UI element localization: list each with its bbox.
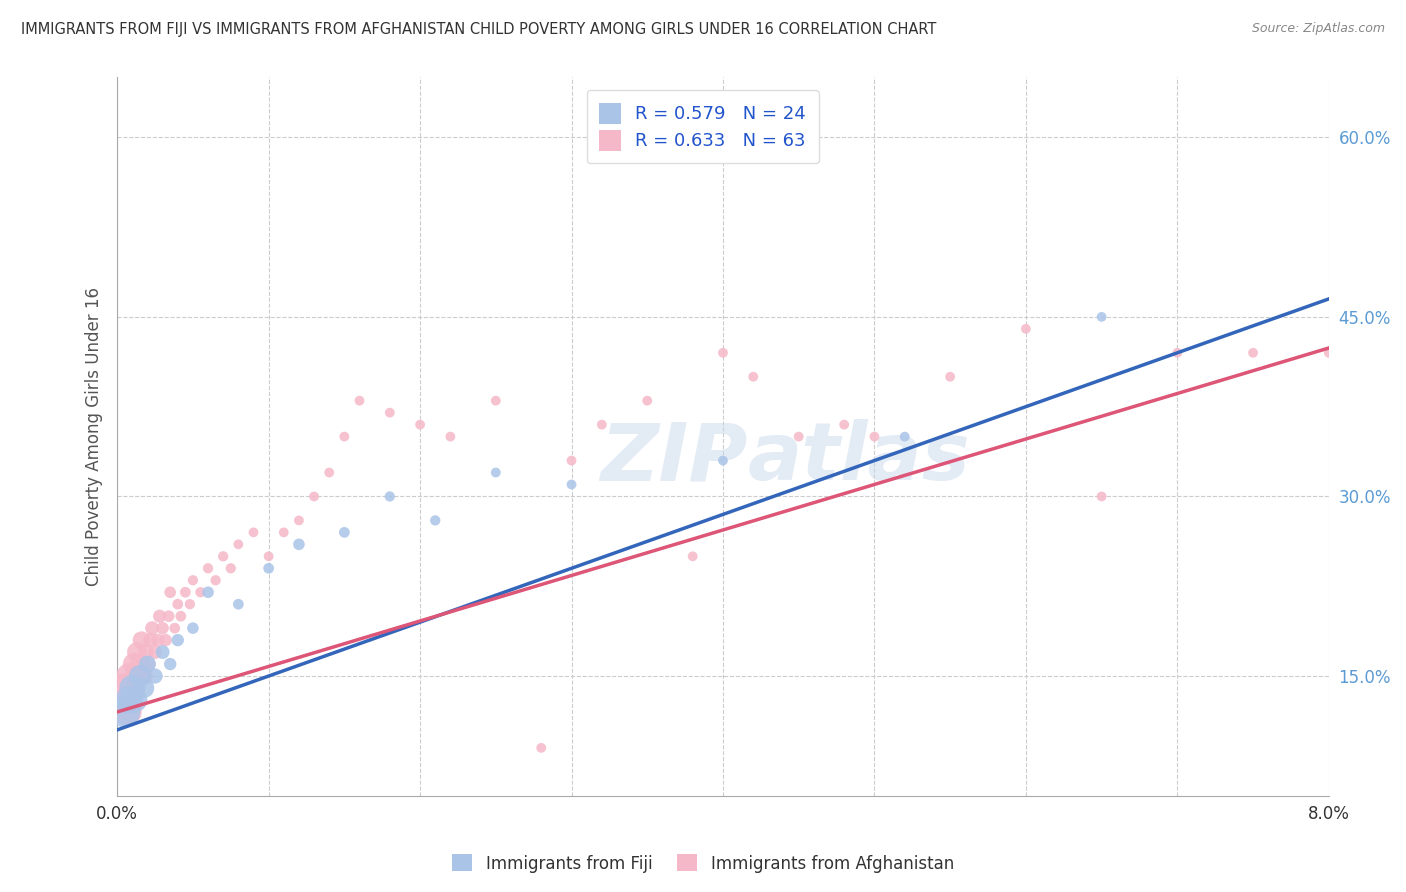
Y-axis label: Child Poverty Among Girls Under 16: Child Poverty Among Girls Under 16 bbox=[86, 287, 103, 586]
Point bbox=[832, 417, 855, 432]
Point bbox=[228, 537, 250, 551]
Point bbox=[530, 740, 553, 755]
Text: ZIP: ZIP bbox=[600, 419, 747, 497]
Point bbox=[159, 585, 181, 599]
Point bbox=[485, 393, 508, 408]
Point bbox=[163, 621, 186, 635]
Point bbox=[1241, 346, 1264, 360]
Point bbox=[1015, 322, 1038, 336]
Point bbox=[863, 429, 886, 443]
Point bbox=[120, 693, 142, 707]
Point bbox=[190, 585, 212, 599]
Text: atlas: atlas bbox=[747, 419, 970, 497]
Point bbox=[159, 657, 181, 671]
Point bbox=[333, 525, 356, 540]
Point bbox=[181, 621, 204, 635]
Point bbox=[228, 597, 250, 611]
Point bbox=[711, 346, 734, 360]
Point bbox=[134, 681, 156, 695]
Point bbox=[409, 417, 432, 432]
Point bbox=[378, 406, 401, 420]
Point bbox=[114, 705, 136, 719]
Point bbox=[118, 669, 141, 683]
Point bbox=[787, 429, 810, 443]
Point bbox=[1166, 346, 1188, 360]
Point bbox=[318, 466, 340, 480]
Point bbox=[124, 669, 146, 683]
Point bbox=[560, 453, 582, 467]
Point bbox=[157, 609, 180, 624]
Point bbox=[122, 657, 145, 671]
Point bbox=[174, 585, 197, 599]
Point bbox=[170, 609, 193, 624]
Point bbox=[111, 693, 134, 707]
Point bbox=[1091, 310, 1114, 324]
Point bbox=[197, 585, 219, 599]
Point bbox=[560, 477, 582, 491]
Point bbox=[166, 597, 188, 611]
Point bbox=[141, 621, 163, 635]
Point bbox=[439, 429, 461, 443]
Point bbox=[212, 549, 235, 564]
Point bbox=[711, 453, 734, 467]
Point bbox=[333, 429, 356, 443]
Point bbox=[939, 369, 962, 384]
Point bbox=[591, 417, 613, 432]
Point bbox=[124, 693, 146, 707]
Point bbox=[131, 633, 153, 648]
Point bbox=[136, 657, 159, 671]
Point bbox=[135, 645, 157, 659]
Point bbox=[143, 669, 166, 683]
Point bbox=[425, 513, 447, 527]
Point bbox=[129, 669, 152, 683]
Point bbox=[378, 490, 401, 504]
Point bbox=[155, 633, 177, 648]
Point bbox=[204, 574, 226, 588]
Point bbox=[682, 549, 704, 564]
Point bbox=[129, 657, 152, 671]
Point bbox=[146, 633, 169, 648]
Point bbox=[257, 561, 280, 575]
Text: IMMIGRANTS FROM FIJI VS IMMIGRANTS FROM AFGHANISTAN CHILD POVERTY AMONG GIRLS UN: IMMIGRANTS FROM FIJI VS IMMIGRANTS FROM … bbox=[21, 22, 936, 37]
Point bbox=[288, 537, 311, 551]
Point bbox=[1317, 346, 1340, 360]
Point bbox=[121, 681, 143, 695]
Point bbox=[302, 490, 325, 504]
Point bbox=[485, 466, 508, 480]
Point bbox=[349, 393, 371, 408]
Point bbox=[121, 681, 143, 695]
Point bbox=[273, 525, 295, 540]
Point bbox=[136, 657, 159, 671]
Point bbox=[152, 645, 174, 659]
Legend: R = 0.579   N = 24, R = 0.633   N = 63: R = 0.579 N = 24, R = 0.633 N = 63 bbox=[586, 90, 818, 163]
Point bbox=[636, 393, 658, 408]
Point bbox=[242, 525, 264, 540]
Point bbox=[149, 609, 172, 624]
Point bbox=[118, 693, 141, 707]
Point bbox=[152, 621, 174, 635]
Point bbox=[1091, 490, 1114, 504]
Point bbox=[125, 645, 148, 659]
Point bbox=[143, 645, 166, 659]
Point bbox=[742, 369, 765, 384]
Point bbox=[893, 429, 915, 443]
Point bbox=[288, 513, 311, 527]
Point bbox=[117, 705, 139, 719]
Point bbox=[197, 561, 219, 575]
Point bbox=[179, 597, 201, 611]
Legend: Immigrants from Fiji, Immigrants from Afghanistan: Immigrants from Fiji, Immigrants from Af… bbox=[446, 847, 960, 880]
Point bbox=[166, 633, 188, 648]
Point bbox=[134, 669, 156, 683]
Point bbox=[219, 561, 242, 575]
Point bbox=[114, 681, 136, 695]
Text: Source: ZipAtlas.com: Source: ZipAtlas.com bbox=[1251, 22, 1385, 36]
Point bbox=[181, 574, 204, 588]
Point bbox=[257, 549, 280, 564]
Point bbox=[139, 633, 162, 648]
